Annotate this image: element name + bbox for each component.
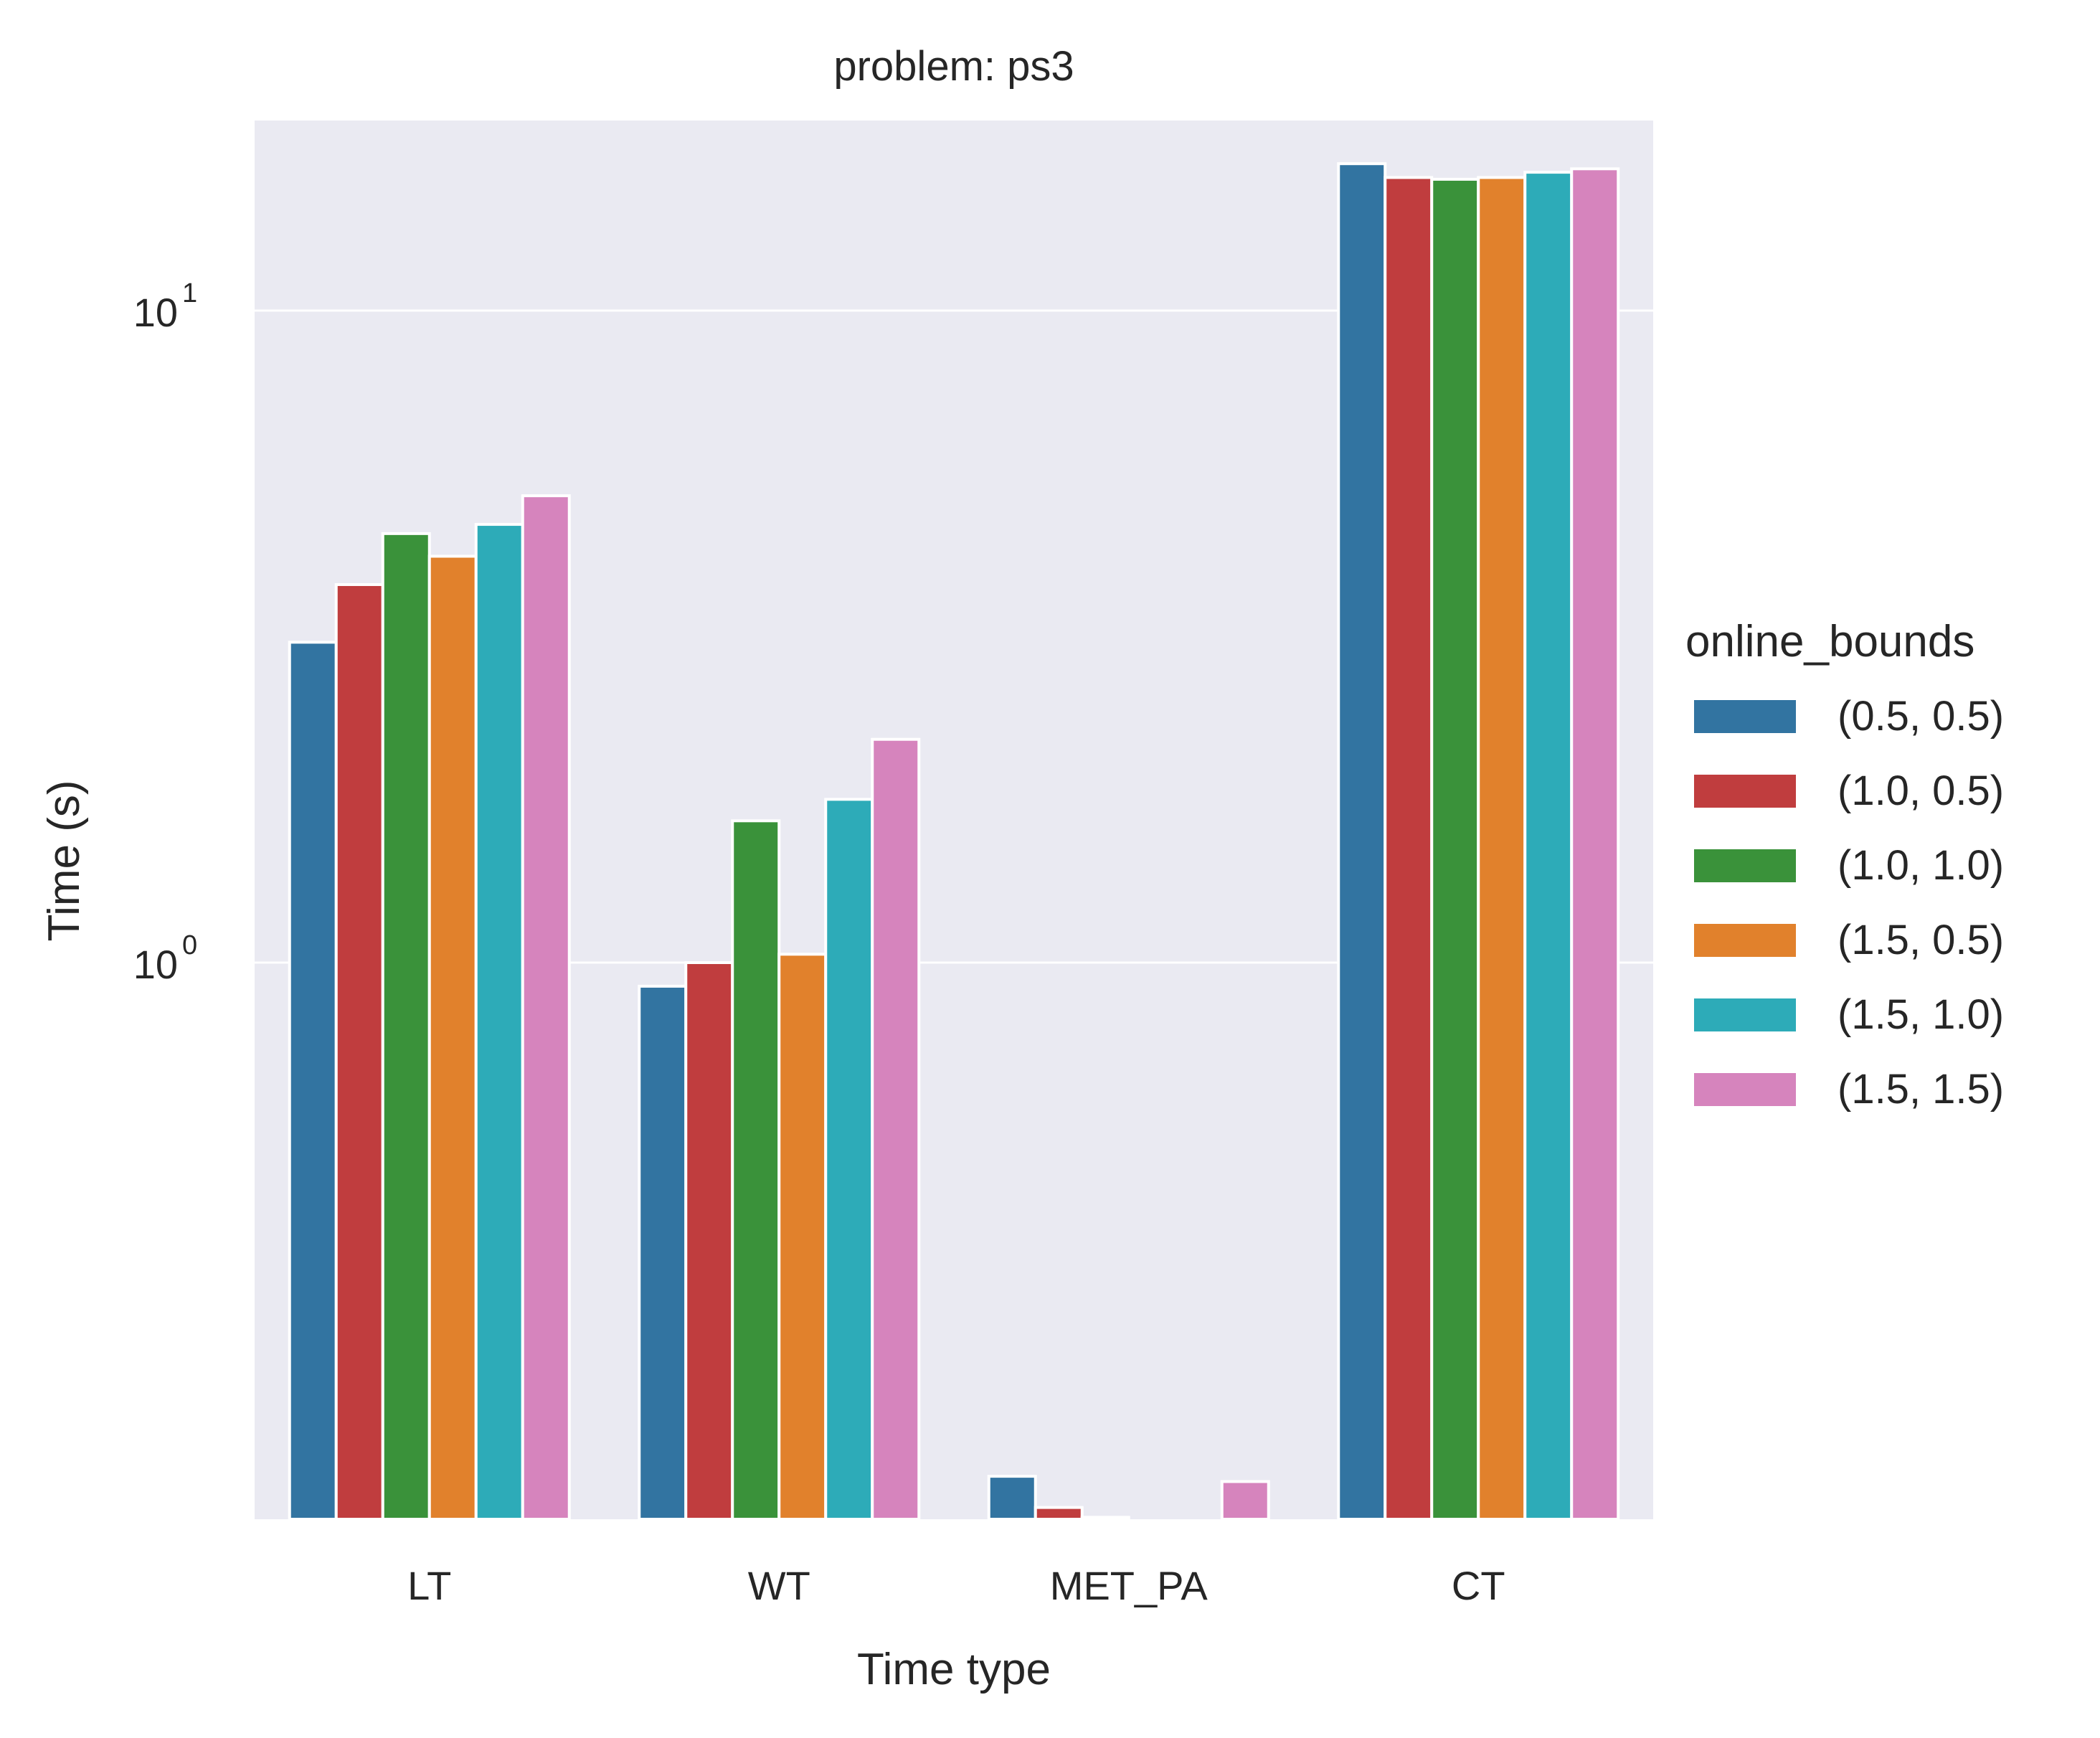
bar	[684, 961, 734, 1521]
legend-label: (1.0, 0.5)	[1838, 768, 2004, 814]
legend-swatch	[1694, 700, 1796, 733]
bar	[1430, 177, 1480, 1521]
legend-label: (1.0, 1.0)	[1838, 842, 2004, 889]
y-tick-exponent: 0	[182, 930, 197, 960]
x-axis-ticks: LT WT MET_PA CT	[407, 1563, 1505, 1608]
legend-swatch	[1694, 1073, 1796, 1106]
legend-label: (1.5, 1.5)	[1838, 1066, 2004, 1113]
bar	[1034, 1506, 1084, 1521]
chart-title: problem: ps3	[833, 43, 1074, 90]
bar	[1337, 162, 1387, 1521]
bar	[1220, 1480, 1270, 1521]
legend-items: (0.5, 0.5) (1.0, 0.5) (1.0, 1.0) (1.5, 0.5)…	[1694, 693, 2004, 1113]
bar	[824, 798, 874, 1521]
legend-swatch	[1694, 924, 1796, 957]
bar	[987, 1475, 1037, 1521]
bar	[871, 737, 921, 1521]
bar	[474, 523, 524, 1521]
x-axis-label: Time type	[857, 1645, 1051, 1694]
bar	[334, 582, 384, 1521]
bar	[1384, 176, 1434, 1521]
bar	[1080, 1516, 1130, 1521]
bar	[638, 984, 688, 1521]
y-axis-label: Time (s)	[39, 780, 89, 942]
bar	[427, 554, 478, 1521]
x-tick-label: WT	[748, 1563, 810, 1608]
bar	[1477, 176, 1527, 1521]
legend-label: (0.5, 0.5)	[1838, 693, 2004, 740]
bar	[521, 494, 571, 1521]
y-tick-label: 10	[133, 290, 178, 335]
bar	[731, 819, 781, 1521]
bar	[381, 532, 431, 1521]
bar	[288, 641, 338, 1521]
bar	[1570, 167, 1620, 1521]
legend-label: (1.5, 1.0)	[1838, 991, 2004, 1038]
x-tick-label: CT	[1452, 1563, 1505, 1608]
bar	[777, 953, 828, 1521]
x-tick-label: MET_PA	[1050, 1563, 1209, 1608]
bars	[288, 162, 1620, 1521]
legend-swatch	[1694, 775, 1796, 808]
legend-title: online_bounds	[1685, 617, 1974, 666]
legend-swatch	[1694, 998, 1796, 1031]
x-tick-label: LT	[407, 1563, 451, 1608]
legend: online_bounds (0.5, 0.5) (1.0, 0.5) (1.0, …	[1685, 617, 2004, 1113]
legend-swatch	[1694, 849, 1796, 882]
bar	[1523, 171, 1574, 1521]
y-tick-label: 10	[133, 942, 178, 987]
legend-label: (1.5, 0.5)	[1838, 917, 2004, 963]
y-tick-exponent: 1	[182, 278, 197, 308]
